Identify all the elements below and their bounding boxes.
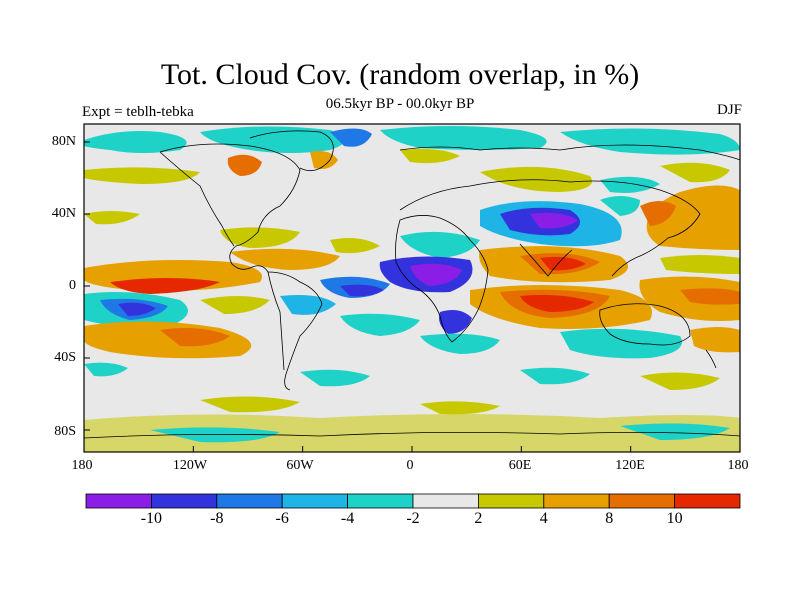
- colorbar-label: -2: [406, 510, 420, 527]
- lat-label-80s: 80S: [54, 424, 76, 439]
- colorbar-swatch: [477, 493, 545, 509]
- colorbar-swatch: [150, 493, 218, 509]
- colorbar-swatch: [216, 493, 283, 509]
- colorbar-swatch: [412, 493, 479, 509]
- colorbar-label: -6: [275, 510, 289, 527]
- colorbar-swatch: [674, 493, 741, 509]
- colorbar-label: 8: [605, 510, 614, 527]
- lon-label-120e: 120E: [615, 458, 645, 473]
- lon-label-120w: 120W: [172, 458, 208, 473]
- colorbar-label: 2: [474, 510, 483, 527]
- lon-label-60w: 60W: [286, 458, 314, 473]
- map-subtitle: 06.5kyr BP - 00.0kyr BP: [325, 96, 475, 112]
- colorbar-label: -8: [210, 510, 224, 527]
- axis-ticks: [83, 141, 741, 452]
- colorbar-label: 10: [666, 510, 683, 527]
- map-title: Tot. Cloud Cov. (random overlap, in %): [160, 58, 640, 91]
- colorbar-swatch: [543, 493, 610, 509]
- lat-label-0: 0: [69, 278, 76, 293]
- lon-label-180w: 180: [71, 458, 93, 473]
- colorbar-swatch: [347, 493, 414, 509]
- colorbar-swatch: [85, 493, 152, 509]
- colorbar-label: -4: [340, 510, 355, 527]
- anomaly-field: [84, 126, 740, 452]
- experiment-label: Expt = teblh-tebka: [82, 104, 194, 120]
- colorbar: [85, 493, 741, 509]
- lon-label-60e: 60E: [508, 458, 532, 473]
- lat-label-40n: 40N: [51, 206, 76, 221]
- colorbar-label: -10: [140, 510, 163, 527]
- lon-label-180e: 180: [727, 458, 749, 473]
- season-label: DJF: [716, 102, 742, 118]
- lat-label-80n: 80N: [51, 134, 76, 149]
- coastlines: [84, 130, 740, 439]
- lat-label-40s: 40S: [54, 350, 76, 365]
- lon-label-0: 0: [406, 458, 414, 473]
- colorbar-swatch: [281, 493, 349, 509]
- colorbar-label: 4: [539, 510, 548, 527]
- colorbar-swatch: [608, 493, 676, 509]
